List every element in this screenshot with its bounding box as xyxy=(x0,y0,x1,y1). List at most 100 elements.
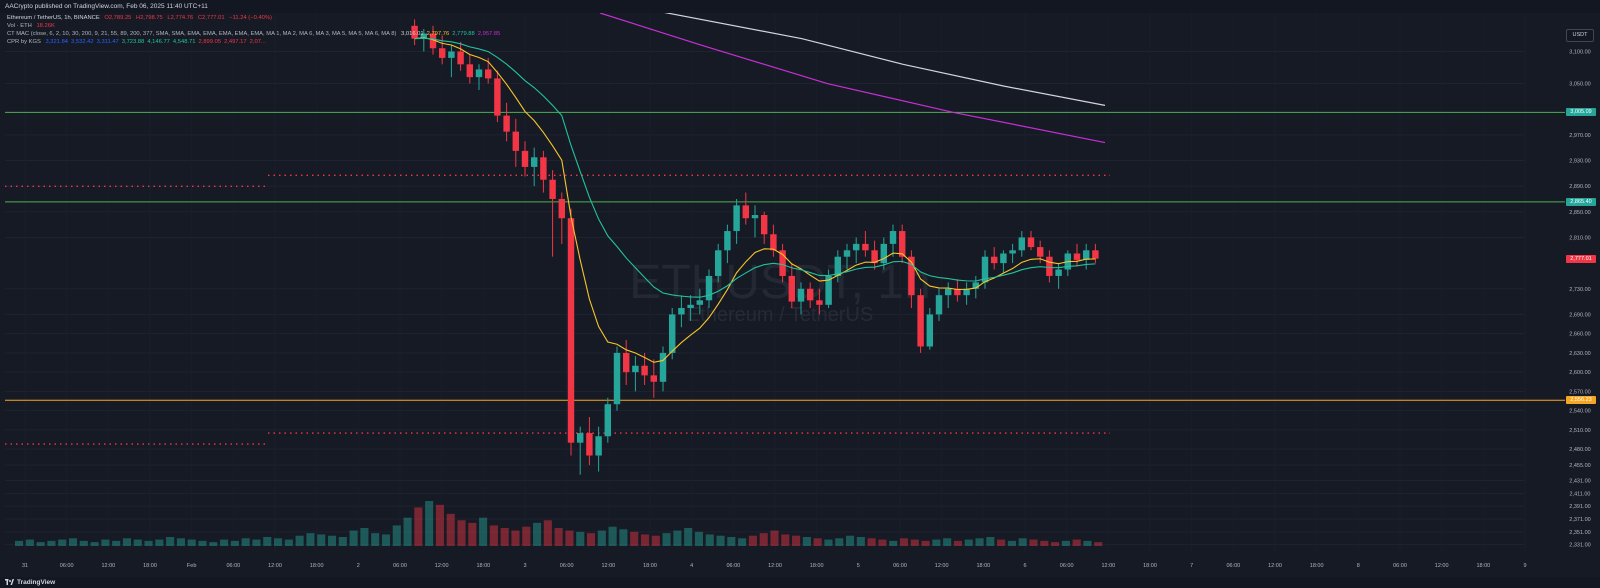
legend-cpr-label: CPR by KGS xyxy=(7,39,41,45)
x-tick-label: 12:00 xyxy=(268,563,282,569)
volume-bar xyxy=(986,537,995,546)
x-tick-label: 18:00 xyxy=(810,563,824,569)
chart-area[interactable]: 3,100.00 3,050.00 2,970.00 2,930.00 2,890.00… xyxy=(0,13,1600,577)
y-tick-label: 2,690.00 xyxy=(1569,312,1590,318)
x-tick-label: 06:00 xyxy=(726,563,740,569)
candle-body xyxy=(724,231,731,251)
y-tick-label: 2,970.00 xyxy=(1569,133,1590,139)
candle-body xyxy=(586,433,593,456)
legend-mac-value: 2,957.85 xyxy=(477,31,501,37)
candle-body xyxy=(420,33,428,39)
volume-bar xyxy=(230,540,239,546)
watermark-name: Ethereum / TetherUS xyxy=(687,304,873,326)
x-tick-label: 6 xyxy=(1023,563,1026,569)
candle-body xyxy=(862,243,869,251)
price-chart[interactable]: 3,100.00 3,050.00 2,970.00 2,930.00 2,890.00… xyxy=(0,13,1600,577)
candle-body xyxy=(696,300,704,305)
candle-body xyxy=(512,131,520,151)
legend-cpr-value: 2,899.05 xyxy=(198,39,222,45)
candle-body xyxy=(954,288,961,296)
volume-bar xyxy=(565,530,574,546)
candle-body xyxy=(963,288,970,296)
volume-bar xyxy=(727,537,736,546)
candle-body xyxy=(549,179,556,199)
candle-body xyxy=(889,231,897,244)
candle-body xyxy=(779,250,786,276)
x-tick-label: 12:00 xyxy=(601,563,615,569)
volume-bar xyxy=(738,538,747,546)
candle-body xyxy=(576,433,584,443)
volume-bar xyxy=(651,535,660,546)
y-tick-label: 2,570.00 xyxy=(1569,389,1590,395)
x-tick-label: 18:00 xyxy=(976,563,990,569)
candle-body xyxy=(503,115,510,132)
candle-body xyxy=(1036,247,1044,257)
legend-mac-value: 2,797.76 xyxy=(426,31,450,37)
x-tick-label: 12:00 xyxy=(1435,563,1449,569)
y-tick-label: 2,411.00 xyxy=(1569,491,1590,497)
currency-button[interactable]: USDT xyxy=(1566,29,1594,42)
publish-line: AACrypto published on TradingView.com, F… xyxy=(5,3,208,10)
y-tick-label: 2,431.00 xyxy=(1569,479,1590,485)
y-tick-label: 2,540.00 xyxy=(1569,409,1590,415)
volume-bar xyxy=(457,520,466,546)
candle-body xyxy=(806,288,814,301)
volume-bar xyxy=(414,507,423,546)
volume-bar xyxy=(1051,542,1060,546)
tradingview-logo[interactable]: TradingView xyxy=(5,578,55,586)
legend-cpr-value: 3,723.88 xyxy=(121,39,145,45)
volume-bar xyxy=(953,540,963,546)
volume-bar xyxy=(1094,542,1103,546)
volume-bar xyxy=(500,528,509,546)
volume-bar xyxy=(1007,540,1016,546)
volume-bar xyxy=(673,530,682,546)
y-tick-label: 2,660.00 xyxy=(1569,332,1590,338)
volume-bar xyxy=(349,530,358,546)
candle-body xyxy=(494,78,501,116)
volume-bar xyxy=(284,539,293,546)
y-tick-label: 2,600.00 xyxy=(1569,370,1590,376)
x-tick-label: 06:00 xyxy=(560,563,574,569)
x-tick-label: 12:00 xyxy=(435,563,449,569)
candle-body xyxy=(705,275,713,301)
legend-cpr-value: 4,146.77 xyxy=(147,39,170,45)
x-tick-label: 06:00 xyxy=(893,563,907,569)
y-tick-label: 2,730.00 xyxy=(1569,287,1590,293)
volume-bar xyxy=(58,539,67,546)
volume-bar xyxy=(1061,540,1070,546)
candle-body xyxy=(438,48,446,58)
x-tick-label: 5 xyxy=(857,563,860,569)
volume-bar xyxy=(619,529,628,546)
y-tick-label: 2,480.00 xyxy=(1569,447,1590,453)
volume-bar xyxy=(446,513,455,546)
volume-bar xyxy=(835,538,844,546)
candle-body xyxy=(944,288,952,296)
y-tick-label: 2,455.00 xyxy=(1569,463,1590,469)
volume-bar xyxy=(792,535,801,546)
volume-bar xyxy=(295,535,304,546)
volume-bar xyxy=(781,534,790,546)
volume-bar xyxy=(1083,540,1092,546)
price-tag: 3,005.09 xyxy=(1566,108,1596,117)
legend-mac-line: CT MAC (close, 6, 2, 10, 30, 200, 9, 21,… xyxy=(7,31,500,37)
x-tick-label: 12:00 xyxy=(1101,563,1115,569)
candle-body xyxy=(622,352,630,373)
volume-bar xyxy=(910,539,919,546)
x-tick-label: 3 xyxy=(523,563,526,569)
legend-cpr-value: 4,548.71 xyxy=(172,39,196,45)
volume-bar xyxy=(705,534,714,546)
x-tick-label: 18:00 xyxy=(643,563,657,569)
legend-symbol-line: Ethereum / TetherUS, 1h, BINANCE O2,789.… xyxy=(7,15,272,21)
x-tick-label: 06:00 xyxy=(226,563,240,569)
volume-bar xyxy=(522,526,531,546)
candle-body xyxy=(843,250,851,257)
legend-vol-line: Vol · ETH 18.26K xyxy=(7,23,55,29)
volume-bar xyxy=(133,539,142,546)
footer: TradingView xyxy=(0,577,1600,588)
candle-body xyxy=(1092,250,1099,259)
x-tick-label: 12:00 xyxy=(1268,563,1282,569)
candle-body xyxy=(935,295,943,315)
legend-cpr-value: 3,321.84 xyxy=(45,39,69,45)
legend-symbol-name: Ethereum / TetherUS, 1h, BINANCE xyxy=(7,15,100,21)
y-tick-label: 2,371.00 xyxy=(1569,517,1590,523)
